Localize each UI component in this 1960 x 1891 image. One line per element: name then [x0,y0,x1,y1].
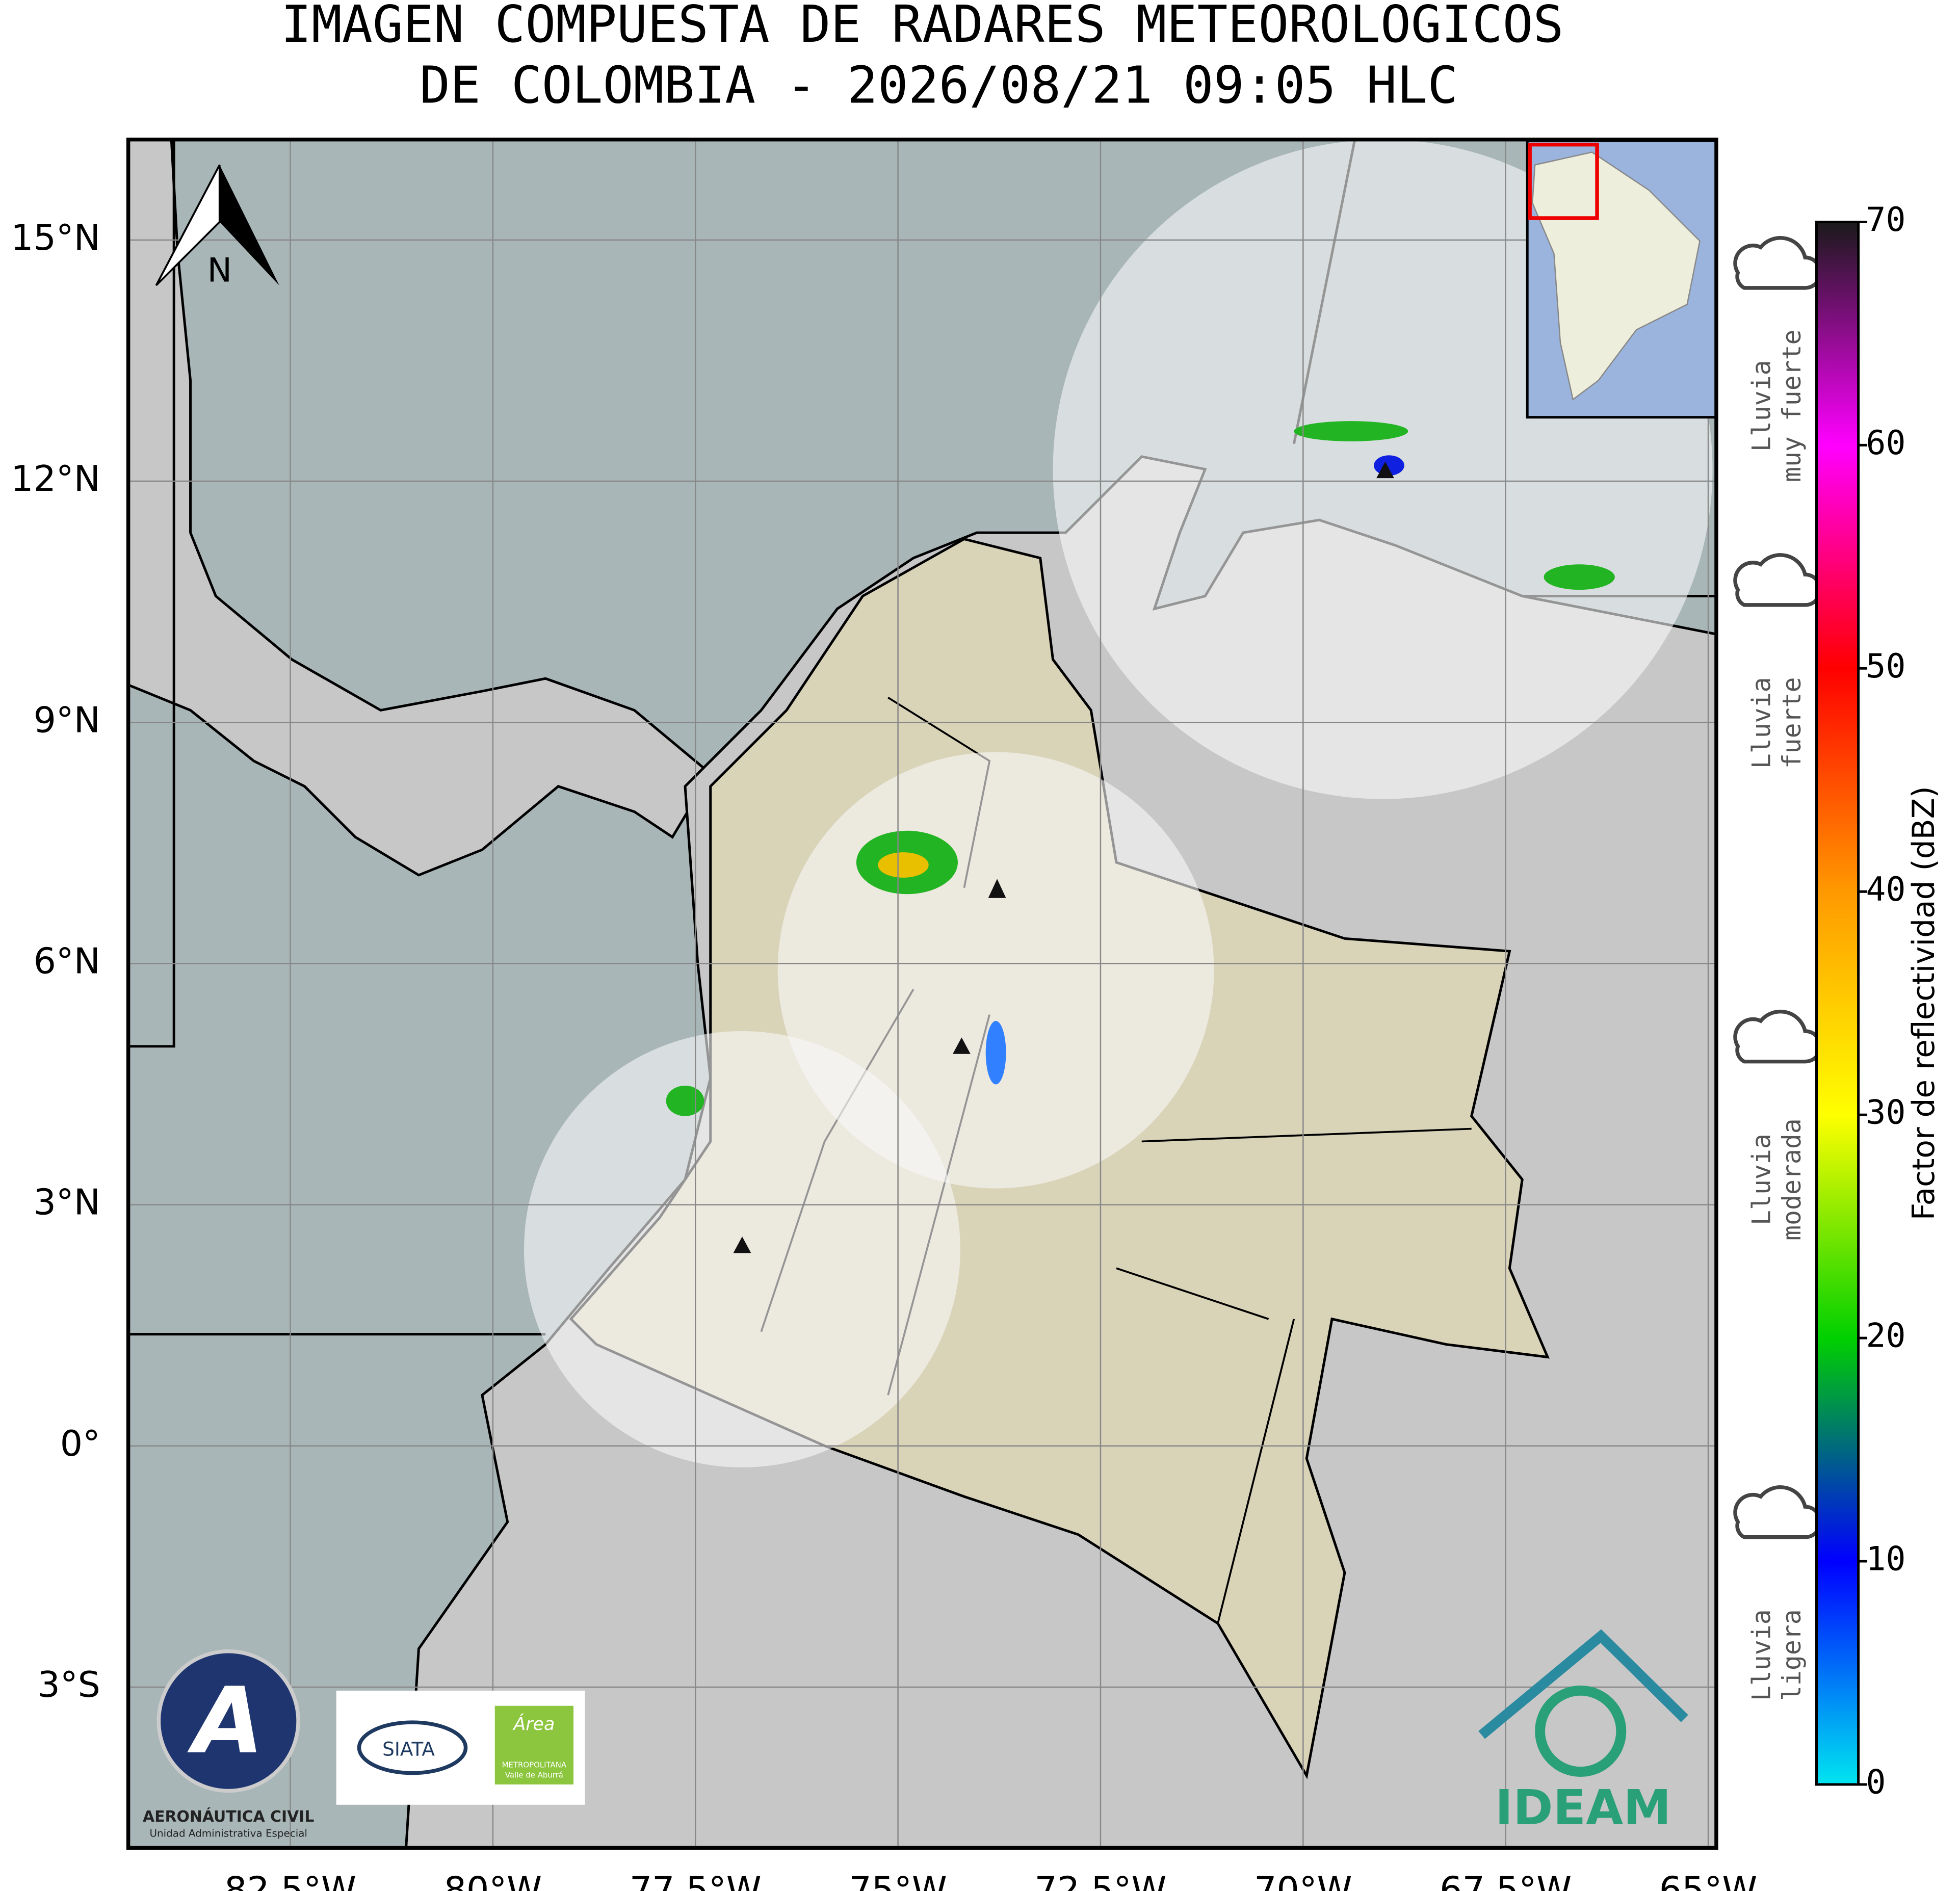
logo-text: SIATA [382,1738,435,1760]
colorbar-tick-label: 60 [1866,424,1906,462]
legend-label: Lluvia [1747,1609,1776,1701]
colorbar-tick-label: 0 [1866,1764,1886,1802]
colorbar-tick-label: 30 [1866,1094,1906,1132]
colorbar: 0 10 20 30 40 50 60 70 Factor de reflectividad (… [1815,201,1942,1802]
logo-text: METROPOLITANA [502,1761,567,1770]
colorbar-gradient [1815,220,1860,1786]
lat-tick-label: 12°N [11,458,100,500]
legend-label: Lluvia [1747,1134,1776,1225]
weather-icon [1733,236,1822,290]
legend-label: Lluvia [1747,677,1776,769]
title-line: IMAGEN COMPUESTA DE RADARES METEOROLOGIC… [281,0,1563,54]
legend-label: fuerte [1777,677,1807,769]
colorbar-tick-label: 20 [1866,1317,1906,1355]
siata-logo: SIATA Área METROPOLITANA Valle de Aburrá [336,1690,585,1805]
colorbar-tick-label: 70 [1866,201,1906,239]
title-line: DE COLOMBIA - 2026/08/21 09:05 HLC [420,57,1458,115]
logo-text: Unidad Administrativa Especial [149,1828,307,1840]
lat-tick-label: 6°N [34,940,100,982]
inset-map [1526,139,1716,419]
map-body: N A AERONÁUTICA CIVIL Unidad Administrat… [128,139,1716,1848]
lat-tick-label: 3°S [38,1664,100,1705]
weather-icon [1733,1009,1822,1064]
lon-tick-label: 75°W [849,1870,947,1891]
map-frame [126,137,1718,1850]
legend-label: muy fuerte [1777,329,1807,482]
logo-text: IDEAM [1495,1780,1671,1836]
lat-tick-label: 15°N [11,217,100,258]
colorbar-tick-label: 40 [1866,871,1906,909]
ideam-logo: IDEAM [1478,1629,1688,1836]
weather-icon [1733,553,1822,607]
lon-tick-label: 65°W [1659,1870,1757,1891]
lon-tick-label: 80°W [444,1870,542,1891]
colorbar-label: Factor de reflectividad (dBZ) [1906,786,1942,1220]
lon-tick-label: 67.5°W [1440,1870,1572,1891]
logo-text: Área [512,1713,555,1735]
aerocivil-logo: A AERONÁUTICA CIVIL Unidad Administrativ… [143,1649,314,1840]
lat-tick-label: 3°N [34,1182,100,1223]
colorbar-tick-label: 10 [1866,1540,1906,1579]
legend-label: moderada [1777,1118,1807,1241]
svg-text:A: A [187,1668,264,1774]
logo-text: AERONÁUTICA CIVIL [143,1807,314,1826]
north-label: N [207,252,232,290]
colorbar-tick-label: 50 [1866,647,1906,686]
lat-tick-label: 0° [60,1423,100,1464]
lon-tick-label: 70°W [1254,1870,1352,1891]
legend-label: ligera [1777,1609,1807,1701]
lon-tick-label: 72.5°W [1035,1870,1167,1891]
grid [128,139,1716,1848]
radar-sites [733,461,1394,1253]
weather-icon [1733,1485,1822,1539]
legend-label: Lluvia [1747,360,1776,452]
lat-tick-label: 9°N [34,699,100,741]
lon-tick-label: 77.5°W [630,1870,762,1891]
lon-tick-label: 82.5°W [224,1870,356,1891]
logo-text: Valle de Aburrá [505,1771,563,1780]
